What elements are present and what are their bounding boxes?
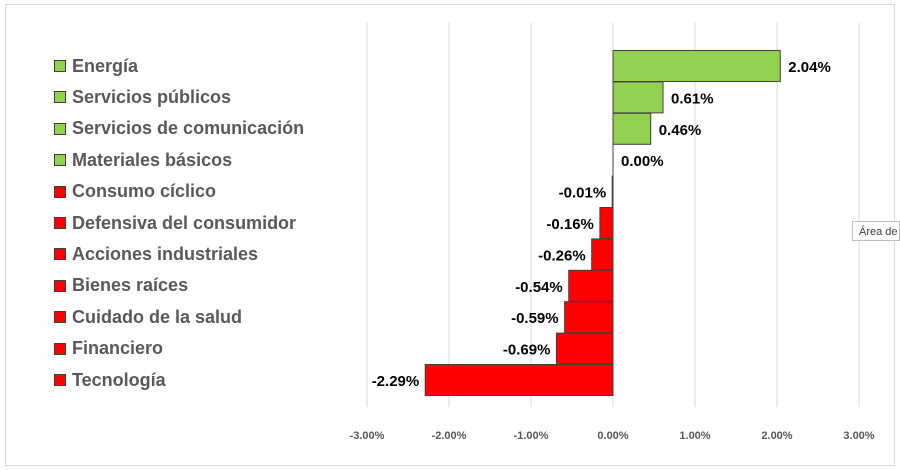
legend-label: Energía (72, 55, 139, 76)
bar[interactable] (564, 301, 614, 334)
x-tick-label: -1.00% (514, 430, 549, 442)
data-label: -0.54% (515, 279, 563, 296)
x-tick-label: 1.00% (679, 430, 710, 442)
data-label: 0.00% (621, 153, 664, 170)
data-label: -2.29% (372, 373, 420, 390)
legend-label: Servicios de comunicación (72, 118, 305, 139)
bar[interactable] (555, 332, 614, 365)
data-label: -0.16% (546, 216, 594, 233)
data-label: -0.69% (503, 342, 551, 359)
data-labels: 2.04% 0.61% 0.46% 0.00% -0.01% -0.16% -0.26% -0… (372, 59, 831, 390)
bar[interactable] (424, 364, 614, 396)
legend-item[interactable]: Tecnología (54, 370, 166, 390)
legend-label: Acciones industriales (72, 243, 259, 264)
legend-label: Materiales básicos (72, 149, 233, 170)
legend-item[interactable]: Cuidado de la salud (54, 307, 242, 327)
legend-swatch (54, 154, 66, 167)
bar[interactable] (599, 207, 614, 239)
bar[interactable] (612, 81, 664, 114)
legend-swatch (54, 311, 66, 324)
bar[interactable] (612, 112, 652, 145)
data-label: 0.61% (671, 90, 714, 107)
data-label: -0.59% (511, 310, 559, 327)
bar[interactable] (612, 50, 781, 82)
legend-label: Financiero (72, 338, 164, 359)
legend-item[interactable]: Acciones industriales (54, 244, 258, 264)
data-label: -0.26% (538, 247, 586, 264)
x-tick-label: 0.00% (597, 430, 628, 442)
legend-swatch (54, 217, 66, 229)
legend-item[interactable]: Servicios públicos (54, 87, 231, 107)
x-tick-label: 2.00% (761, 430, 792, 442)
x-tick-label: -3.00% (350, 430, 385, 442)
legend-label: Bienes raíces (72, 275, 189, 296)
legend-item[interactable]: Financiero (54, 338, 164, 359)
x-axis-tick-labels: -3.00% -2.00% -1.00% 0.00% 1.00% 2.00% 3.00% (350, 430, 875, 442)
legend-label: Tecnología (72, 369, 166, 390)
data-label: -0.01% (559, 185, 607, 202)
x-tick-label: -2.00% (432, 430, 467, 442)
x-tick-label: 3.00% (843, 430, 874, 442)
legend-item[interactable]: Energía (54, 56, 138, 76)
legend-item[interactable]: Defensiva del consumidor (54, 213, 296, 233)
chart-area[interactable]: 2.04% 0.61% 0.46% 0.00% -0.01% -0.16% -0.26% -0… (5, 4, 900, 466)
bar[interactable] (591, 238, 614, 271)
legend-swatch (54, 91, 66, 104)
tooltip: Área de t (852, 221, 900, 241)
legend-label: Consumo cíclico (72, 181, 217, 202)
legend-label: Servicios públicos (72, 86, 232, 107)
legend-swatch (54, 60, 66, 72)
legend-swatch (54, 374, 66, 386)
legend-label: Defensiva del consumidor (72, 212, 297, 233)
data-label: 2.04% (788, 59, 831, 76)
legend-item[interactable]: Servicios de comunicación (54, 118, 305, 139)
legend-swatch (54, 342, 66, 355)
bar-chart: 2.04% 0.61% 0.46% 0.00% -0.01% -0.16% -0.26% -0… (350, 23, 875, 442)
bars (424, 50, 781, 396)
legend-swatch (54, 248, 66, 261)
legend-swatch (54, 279, 66, 292)
bar[interactable] (568, 269, 614, 302)
legend-item[interactable]: Consumo cíclico (54, 181, 217, 202)
legend-label: Cuidado de la salud (72, 306, 243, 327)
legend-item[interactable]: Materiales básicos (54, 150, 232, 170)
legend-item[interactable]: Bienes raíces (54, 275, 189, 296)
legend-swatch (54, 185, 66, 198)
data-label: 0.46% (659, 122, 702, 139)
legend-swatch (54, 122, 66, 135)
